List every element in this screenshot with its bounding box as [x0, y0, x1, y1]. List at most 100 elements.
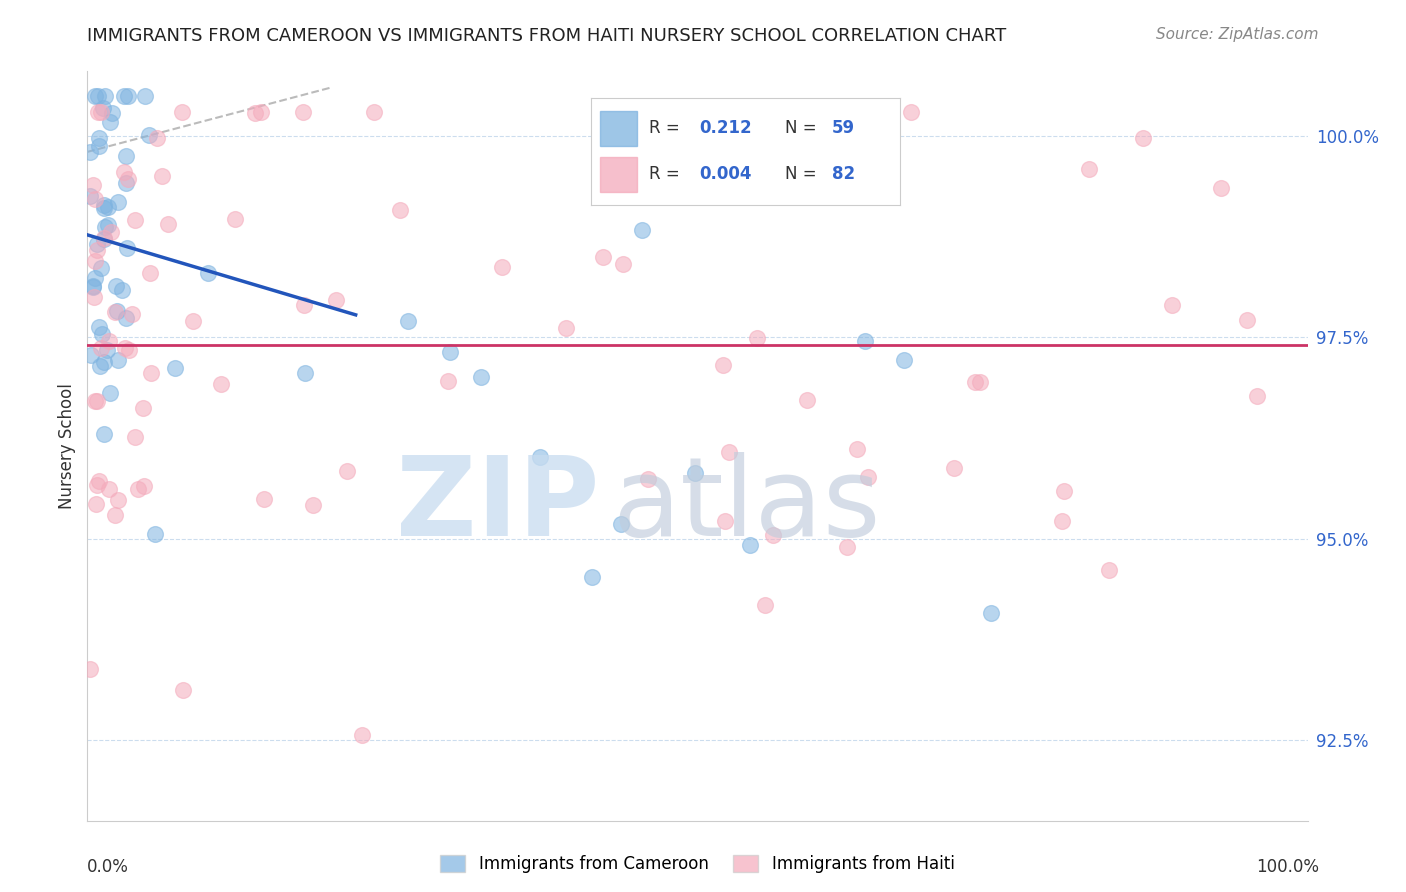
Point — [437, 374, 460, 388]
Point — [796, 392, 818, 407]
Point — [87, 474, 110, 488]
Text: 0.004: 0.004 — [699, 165, 751, 183]
Point — [363, 104, 385, 119]
Point — [94, 219, 117, 234]
Point — [107, 194, 129, 209]
Point — [396, 313, 419, 327]
Point — [145, 131, 167, 145]
Point — [1078, 161, 1101, 176]
Point — [107, 493, 129, 508]
Point — [98, 115, 121, 129]
Point — [83, 290, 105, 304]
Point — [124, 213, 146, 227]
Point — [165, 360, 187, 375]
Point — [87, 104, 110, 119]
Point — [139, 266, 162, 280]
Point — [1246, 389, 1268, 403]
Point — [115, 311, 138, 326]
Point — [529, 450, 551, 464]
Point — [685, 467, 707, 481]
Point — [134, 88, 156, 103]
Point — [107, 352, 129, 367]
Point — [302, 498, 325, 512]
Point — [172, 104, 194, 119]
Point — [554, 321, 576, 335]
Point — [117, 171, 139, 186]
Point — [132, 401, 155, 415]
Point — [969, 375, 991, 389]
Text: IMMIGRANTS FROM CAMEROON VS IMMIGRANTS FROM HAITI NURSERY SCHOOL CORRELATION CHA: IMMIGRANTS FROM CAMEROON VS IMMIGRANTS F… — [87, 27, 1007, 45]
Point — [86, 236, 108, 251]
Legend: Immigrants from Cameroon, Immigrants from Haiti: Immigrants from Cameroon, Immigrants fro… — [433, 848, 962, 880]
Point — [942, 461, 965, 475]
Point — [84, 270, 107, 285]
Point — [291, 104, 314, 119]
Point — [112, 165, 135, 179]
Point — [93, 198, 115, 212]
Point — [1052, 483, 1074, 498]
Point — [592, 250, 614, 264]
Point — [93, 426, 115, 441]
Text: 82: 82 — [832, 165, 855, 183]
Point — [84, 88, 107, 103]
Point — [114, 341, 136, 355]
Point — [86, 243, 108, 257]
Point — [87, 320, 110, 334]
Point — [439, 345, 461, 359]
Point — [714, 514, 737, 528]
Point — [1132, 131, 1154, 145]
Point — [846, 442, 869, 457]
Point — [86, 478, 108, 492]
Text: 59: 59 — [832, 120, 855, 137]
Point — [96, 343, 118, 357]
Text: 0.212: 0.212 — [699, 120, 751, 137]
Point — [87, 130, 110, 145]
Point — [754, 598, 776, 612]
Point — [104, 305, 127, 319]
Point — [209, 376, 232, 391]
Point — [93, 231, 115, 245]
Point — [87, 139, 110, 153]
Point — [97, 482, 120, 496]
Point — [90, 104, 112, 119]
Text: R =: R = — [650, 165, 685, 183]
Point — [104, 279, 127, 293]
Point — [1050, 515, 1073, 529]
Point — [711, 358, 734, 372]
Point — [145, 527, 167, 541]
Point — [717, 445, 740, 459]
Point — [853, 334, 876, 348]
Point — [630, 223, 652, 237]
Point — [250, 104, 273, 119]
Bar — [600, 111, 637, 146]
Point — [83, 253, 105, 268]
Point — [1160, 298, 1182, 312]
Point — [856, 469, 879, 483]
Point — [172, 683, 194, 698]
Point — [105, 304, 128, 318]
Text: Source: ZipAtlas.com: Source: ZipAtlas.com — [1156, 27, 1319, 42]
Point — [900, 104, 922, 119]
Point — [637, 472, 659, 486]
Point — [181, 314, 204, 328]
Point — [79, 145, 101, 160]
Point — [79, 662, 101, 676]
Point — [607, 169, 630, 184]
Point — [491, 260, 513, 274]
Point — [82, 178, 104, 192]
Point — [224, 211, 246, 226]
Point — [762, 528, 785, 542]
Point — [350, 728, 373, 742]
Point — [325, 293, 347, 307]
Point — [97, 200, 120, 214]
Point — [1236, 312, 1258, 326]
Point — [80, 348, 103, 362]
Point — [292, 298, 315, 312]
Text: atlas: atlas — [612, 452, 880, 559]
Point — [91, 327, 114, 342]
Point — [150, 169, 173, 183]
Point — [90, 261, 112, 276]
Point — [581, 570, 603, 584]
Text: 0.0%: 0.0% — [87, 858, 129, 876]
Point — [91, 101, 114, 115]
